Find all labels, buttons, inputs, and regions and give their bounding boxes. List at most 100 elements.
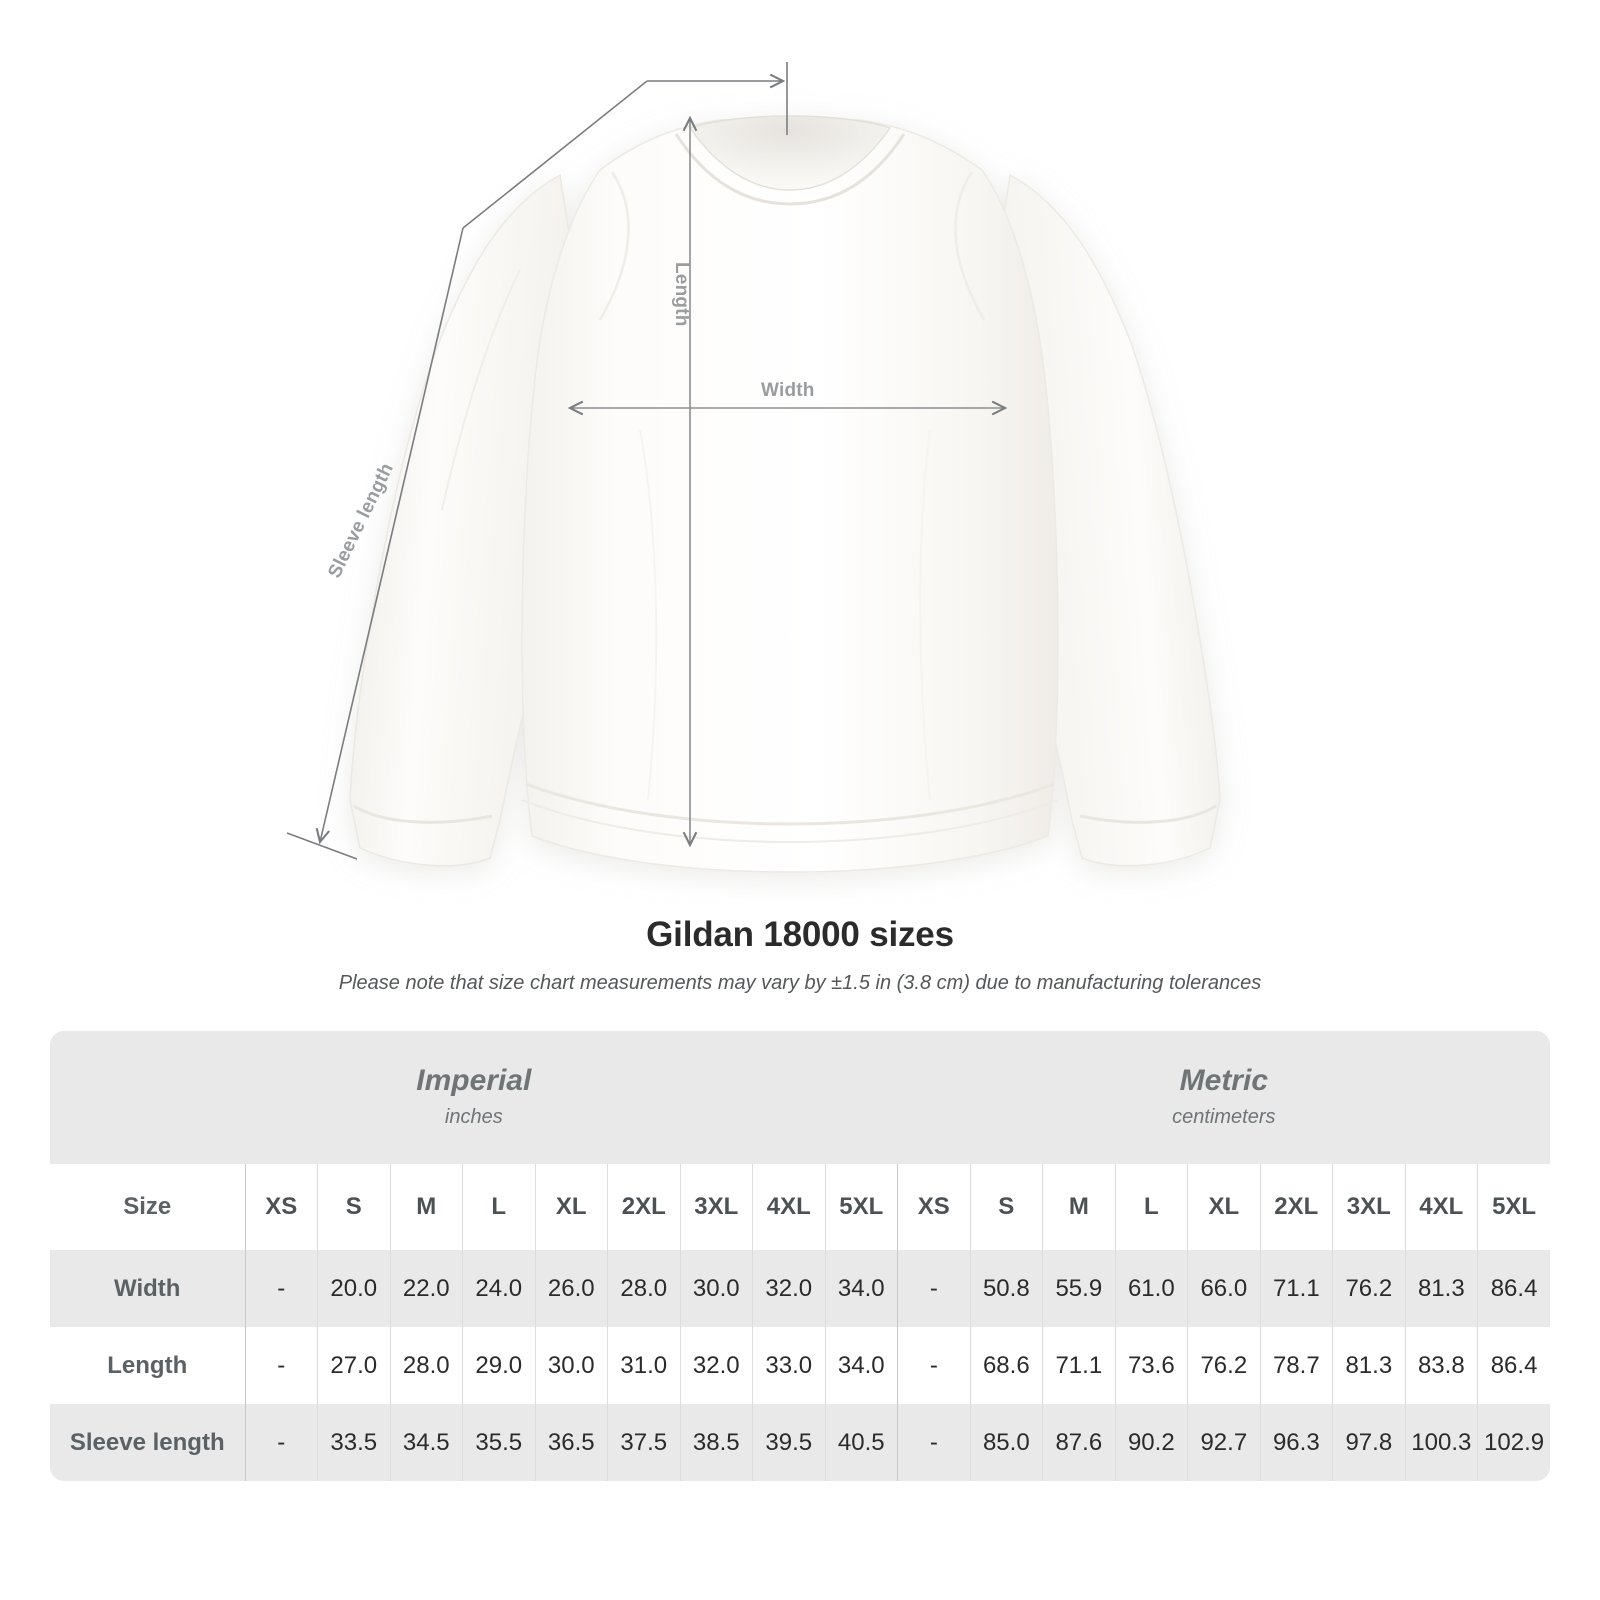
- cell-length-metric-s: 68.6: [969, 1327, 1043, 1404]
- size-header-imperial-xl: XL: [534, 1164, 608, 1250]
- row-label-width: Width: [50, 1250, 245, 1327]
- cell-width-metric-xl: 66.0: [1187, 1250, 1261, 1327]
- unit-header-imperial: Imperial inches: [50, 1031, 898, 1164]
- table-body: Size XS S M L XL 2XL 3XL 4XL 5XL XS S M L XL 2XL 3XL 4XL 5…: [50, 1164, 1551, 1481]
- width-dimension-label: Width: [761, 380, 815, 401]
- cell-width-metric-5xl: 86.4: [1477, 1250, 1551, 1327]
- cell-sleeve-length-imperial-2xl: 37.5: [607, 1404, 680, 1481]
- cell-sleeve-length-imperial-s: 33.5: [317, 1404, 390, 1481]
- cell-sleeve-length-metric-xs: -: [897, 1404, 971, 1481]
- cell-sleeve-length-metric-4xl: 100.3: [1404, 1404, 1478, 1481]
- cell-length-imperial-2xl: 31.0: [607, 1327, 680, 1404]
- cell-width-metric-4xl: 81.3: [1404, 1250, 1478, 1327]
- cell-sleeve-length-imperial-m: 34.5: [389, 1404, 463, 1481]
- cell-sleeve-length-metric-l: 90.2: [1114, 1404, 1188, 1481]
- cell-width-imperial-xs: -: [244, 1250, 318, 1327]
- sleeve-leader-line: [462, 62, 788, 229]
- cell-sleeve-length-imperial-xs: -: [244, 1404, 318, 1481]
- size-header-imperial-s: S: [317, 1164, 390, 1250]
- row-label-size: Size: [50, 1164, 245, 1250]
- size-header-imperial-3xl: 3XL: [679, 1164, 753, 1250]
- page-title: Gildan 18000 sizes: [646, 915, 954, 954]
- unit-header-metric-name: Metric: [1179, 1064, 1268, 1097]
- size-header-metric-l: L: [1114, 1164, 1188, 1250]
- cell-width-metric-l: 61.0: [1114, 1250, 1188, 1327]
- cell-length-metric-5xl: 86.4: [1477, 1327, 1551, 1404]
- row-label-sleeve-length: Sleeve length: [50, 1404, 245, 1481]
- cell-length-metric-3xl: 81.3: [1332, 1327, 1406, 1404]
- cell-sleeve-length-imperial-l: 35.5: [462, 1404, 535, 1481]
- size-header-imperial-l: L: [462, 1164, 535, 1250]
- title-block: Gildan 18000 sizes Please note that size…: [0, 915, 1600, 995]
- size-header-metric-m: M: [1042, 1164, 1116, 1250]
- table-row: Sleeve length -33.5 34.5 35.5 36.5 37.5 38.5 39…: [50, 1404, 1551, 1481]
- cell-length-metric-xl: 76.2: [1187, 1327, 1261, 1404]
- table-row-size-header: Size XS S M L XL 2XL 3XL 4XL 5XL XS S M L XL 2XL 3XL 4XL 5…: [50, 1164, 1551, 1250]
- row-label-length: Length: [50, 1327, 245, 1404]
- cell-length-metric-xs: -: [897, 1327, 971, 1404]
- size-header-metric-xl: XL: [1187, 1164, 1261, 1250]
- size-header-metric-4xl: 4XL: [1404, 1164, 1478, 1250]
- cell-sleeve-length-metric-3xl: 97.8: [1332, 1404, 1406, 1481]
- cell-width-metric-s: 50.8: [969, 1250, 1043, 1327]
- product-figure: Length Width Sleeve length: [286, 62, 1221, 873]
- measurement-overlay: [286, 62, 1008, 860]
- size-header-metric-2xl: 2XL: [1259, 1164, 1333, 1250]
- cell-sleeve-length-imperial-5xl: 40.5: [824, 1404, 898, 1481]
- size-header-metric-5xl: 5XL: [1477, 1164, 1551, 1250]
- cell-length-imperial-4xl: 33.0: [752, 1327, 825, 1404]
- size-header-imperial-2xl: 2XL: [607, 1164, 680, 1250]
- size-header-imperial-m: M: [389, 1164, 463, 1250]
- cell-sleeve-length-metric-5xl: 102.9: [1477, 1404, 1551, 1481]
- cell-length-imperial-3xl: 32.0: [679, 1327, 753, 1404]
- table-head: Imperial inches Metric centimeters: [50, 1031, 1551, 1164]
- cell-length-imperial-xl: 30.0: [534, 1327, 608, 1404]
- cell-length-imperial-l: 29.0: [462, 1327, 535, 1404]
- cell-length-imperial-xs: -: [244, 1327, 318, 1404]
- cell-width-imperial-s: 20.0: [317, 1250, 390, 1327]
- cell-length-metric-4xl: 83.8: [1404, 1327, 1478, 1404]
- cell-sleeve-length-metric-m: 87.6: [1042, 1404, 1116, 1481]
- cell-length-metric-2xl: 78.7: [1259, 1327, 1333, 1404]
- cell-width-metric-2xl: 71.1: [1259, 1250, 1333, 1327]
- unit-header-imperial-name: Imperial: [416, 1064, 532, 1097]
- cell-width-metric-3xl: 76.2: [1332, 1250, 1406, 1327]
- cell-sleeve-length-metric-xl: 92.7: [1187, 1404, 1261, 1481]
- cell-length-metric-m: 71.1: [1042, 1327, 1116, 1404]
- cell-sleeve-length-imperial-xl: 36.5: [534, 1404, 608, 1481]
- cell-sleeve-length-metric-s: 85.0: [969, 1404, 1043, 1481]
- cell-sleeve-length-imperial-3xl: 38.5: [679, 1404, 753, 1481]
- unit-header-metric: Metric centimeters: [897, 1031, 1551, 1164]
- size-header-metric-xs: XS: [897, 1164, 971, 1250]
- cell-width-imperial-2xl: 28.0: [607, 1250, 680, 1327]
- cell-width-imperial-xl: 26.0: [534, 1250, 608, 1327]
- cell-width-imperial-3xl: 30.0: [679, 1250, 753, 1327]
- cell-sleeve-length-metric-2xl: 96.3: [1259, 1404, 1333, 1481]
- length-dimension-label: Length: [671, 262, 692, 327]
- unit-header-row: Imperial inches Metric centimeters: [50, 1031, 1551, 1164]
- cell-width-imperial-m: 22.0: [389, 1250, 463, 1327]
- size-header-imperial-5xl: 5XL: [824, 1164, 898, 1250]
- cell-width-imperial-5xl: 34.0: [824, 1250, 898, 1327]
- cell-sleeve-length-imperial-4xl: 39.5: [752, 1404, 825, 1481]
- tolerance-note: Please note that size chart measurements…: [338, 972, 1262, 994]
- sleeve-length-dimension: [286, 227, 464, 860]
- size-chart-table-wrapper: Imperial inches Metric centimeters Size X…: [50, 1031, 1551, 1481]
- unit-header-metric-sub: centimeters: [1172, 1106, 1276, 1128]
- cell-length-imperial-m: 28.0: [389, 1327, 463, 1404]
- sweatshirt-illustration: [349, 115, 1221, 873]
- cell-width-metric-xs: -: [897, 1250, 971, 1327]
- cell-width-imperial-4xl: 32.0: [752, 1250, 825, 1327]
- cell-length-metric-l: 73.6: [1114, 1327, 1188, 1404]
- table-row: Length -27.0 28.0 29.0 30.0 31.0 32.0 33.0 34.0-…: [50, 1327, 1551, 1404]
- size-chart-table: Imperial inches Metric centimeters Size X…: [50, 1031, 1551, 1481]
- size-header-metric-3xl: 3XL: [1332, 1164, 1406, 1250]
- unit-header-imperial-sub: inches: [444, 1106, 503, 1128]
- size-header-imperial-4xl: 4XL: [752, 1164, 825, 1250]
- cell-width-imperial-l: 24.0: [462, 1250, 535, 1327]
- size-header-imperial-xs: XS: [244, 1164, 318, 1250]
- table-row: Width -20.0 22.0 24.0 26.0 28.0 30.0 32.0 34.0-5…: [50, 1250, 1551, 1327]
- cell-length-imperial-5xl: 34.0: [824, 1327, 898, 1404]
- cell-width-metric-m: 55.9: [1042, 1250, 1116, 1327]
- size-header-metric-s: S: [969, 1164, 1043, 1250]
